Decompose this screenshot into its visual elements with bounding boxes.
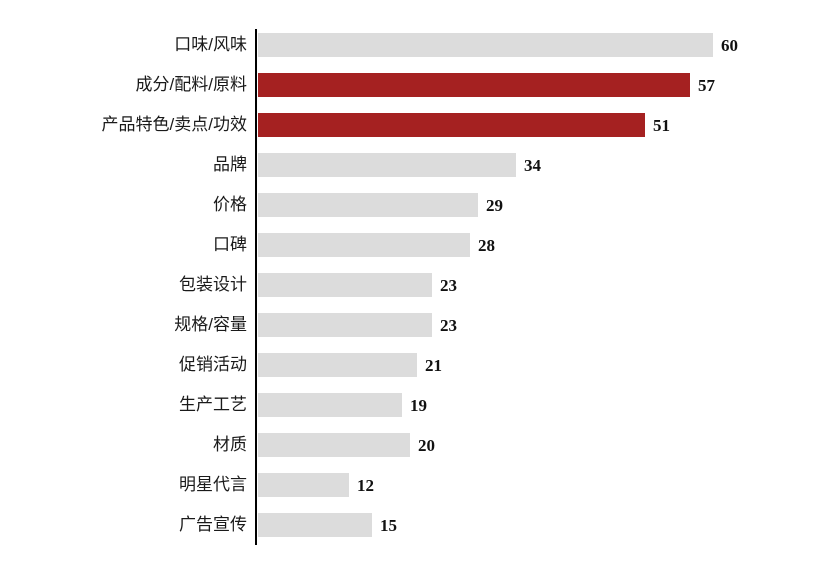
- bar-value-label: 34: [524, 156, 541, 175]
- bar-value-label: 23: [440, 316, 457, 335]
- bar-row: 包装设计 23: [0, 273, 821, 297]
- category-label: 材质: [213, 435, 247, 454]
- bar-value-label: 57: [698, 76, 715, 95]
- category-label: 成分/配料/原料: [135, 75, 247, 94]
- category-axis-line: [255, 29, 257, 545]
- category-label: 明星代言: [179, 475, 247, 494]
- bar: [258, 433, 410, 457]
- bar-row: 规格/容量 23: [0, 313, 821, 337]
- bar: [258, 473, 349, 497]
- bar: [258, 313, 432, 337]
- category-label: 品牌: [213, 155, 247, 174]
- bar-value-label: 15: [380, 516, 397, 535]
- category-label: 产品特色/卖点/功效: [101, 115, 247, 134]
- bar-row: 促销活动 21: [0, 353, 821, 377]
- bar: [258, 353, 417, 377]
- category-label: 口碑: [213, 235, 247, 254]
- bar-row: 材质 20: [0, 433, 821, 457]
- bar: [258, 153, 516, 177]
- category-label: 生产工艺: [179, 395, 247, 414]
- bar: [258, 273, 432, 297]
- bar-value-label: 19: [410, 396, 427, 415]
- bar-row: 生产工艺 19: [0, 393, 821, 417]
- bar-highlighted: [258, 113, 645, 137]
- bar-row: 广告宣传 15: [0, 513, 821, 537]
- category-label: 规格/容量: [174, 315, 247, 334]
- bar-value-label: 29: [486, 196, 503, 215]
- category-label: 促销活动: [179, 355, 247, 374]
- bar-value-label: 51: [653, 116, 670, 135]
- bar-row: 价格 29: [0, 193, 821, 217]
- bar-value-label: 21: [425, 356, 442, 375]
- bar-row: 口碑 28: [0, 233, 821, 257]
- bar-value-label: 12: [357, 476, 374, 495]
- bar-value-label: 60: [721, 36, 738, 55]
- bar-row: 品牌 34: [0, 153, 821, 177]
- category-label: 价格: [213, 195, 247, 214]
- bar-row: 明星代言 12: [0, 473, 821, 497]
- bar-row: 产品特色/卖点/功效 51: [0, 113, 821, 137]
- bar-row: 成分/配料/原料 57: [0, 73, 821, 97]
- bar-highlighted: [258, 73, 690, 97]
- category-label: 口味/风味: [174, 35, 247, 54]
- bar: [258, 513, 372, 537]
- bar: [258, 233, 470, 257]
- category-label: 包装设计: [179, 275, 247, 294]
- category-label: 广告宣传: [179, 515, 247, 534]
- bar: [258, 393, 402, 417]
- bar-row: 口味/风味 60: [0, 33, 821, 57]
- bar-value-label: 20: [418, 436, 435, 455]
- bar: [258, 33, 713, 57]
- bar-value-label: 28: [478, 236, 495, 255]
- bar-value-label: 23: [440, 276, 457, 295]
- bar: [258, 193, 478, 217]
